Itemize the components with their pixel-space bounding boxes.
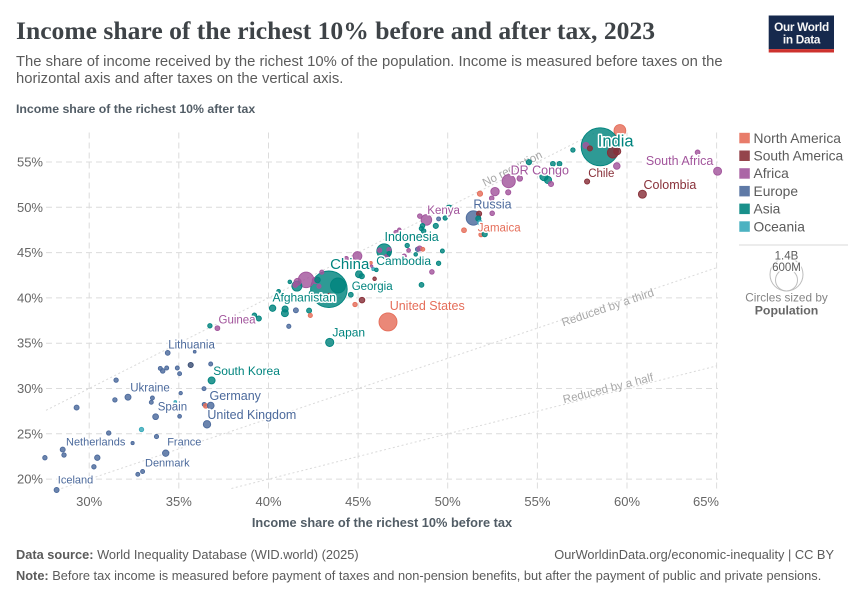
svg-text:Germany: Germany [210, 389, 262, 403]
svg-text:40%: 40% [17, 290, 43, 305]
svg-text:40%: 40% [255, 494, 281, 509]
svg-text:Income share of the richest 10: Income share of the richest 10% after ta… [16, 102, 255, 116]
svg-text:Indonesia: Indonesia [385, 230, 439, 244]
svg-text:DR Congo: DR Congo [511, 164, 569, 178]
svg-text:United States: United States [390, 299, 465, 313]
svg-text:Iceland: Iceland [58, 475, 93, 487]
svg-text:United Kingdom: United Kingdom [207, 408, 296, 422]
svg-text:Income share of the richest 10: Income share of the richest 10% before a… [16, 16, 655, 45]
svg-text:OurWorldinData.org/economic-in: OurWorldinData.org/economic-inequality |… [554, 547, 834, 562]
svg-text:35%: 35% [17, 336, 43, 351]
svg-text:600M: 600M [772, 262, 801, 274]
svg-text:Note: Before tax income is mea: Note: Before tax income is measured befo… [16, 568, 821, 583]
svg-text:Georgia: Georgia [352, 281, 394, 293]
svg-text:1.4B: 1.4B [775, 251, 799, 263]
svg-text:Kenya: Kenya [427, 205, 460, 217]
svg-text:horizontal axis and after taxe: horizontal axis and after taxes on the v… [16, 71, 343, 87]
svg-text:Japan: Japan [332, 326, 365, 340]
svg-text:50%: 50% [17, 200, 43, 215]
svg-text:20%: 20% [17, 472, 43, 487]
svg-text:Guinea: Guinea [219, 314, 257, 326]
svg-text:Africa: Africa [754, 166, 790, 181]
svg-text:Netherlands: Netherlands [66, 437, 126, 449]
svg-text:France: France [167, 437, 201, 449]
svg-text:45%: 45% [17, 245, 43, 260]
svg-text:55%: 55% [17, 155, 43, 170]
svg-text:Denmark: Denmark [145, 458, 190, 470]
svg-text:Spain: Spain [158, 402, 187, 414]
svg-text:Afghanistan: Afghanistan [273, 291, 336, 305]
svg-text:65%: 65% [693, 494, 719, 509]
svg-text:Cambodia: Cambodia [376, 254, 431, 268]
svg-text:Colombia: Colombia [644, 178, 697, 192]
svg-text:60%: 60% [614, 494, 640, 509]
svg-text:Oceania: Oceania [754, 219, 806, 234]
svg-text:Chile: Chile [588, 168, 614, 180]
svg-text:Lithuania: Lithuania [168, 340, 215, 352]
svg-text:Ukraine: Ukraine [130, 382, 170, 394]
svg-text:South Korea: South Korea [213, 364, 280, 378]
svg-text:Population: Population [755, 304, 819, 318]
svg-text:Jamaica: Jamaica [478, 223, 521, 235]
svg-text:Europe: Europe [754, 184, 799, 199]
svg-text:The share of income received b: The share of income received by the rich… [16, 54, 723, 70]
svg-text:Asia: Asia [754, 202, 781, 217]
svg-text:55%: 55% [524, 494, 550, 509]
svg-text:50%: 50% [435, 494, 461, 509]
svg-text:30%: 30% [76, 494, 102, 509]
svg-text:China: China [330, 256, 370, 273]
svg-text:North America: North America [754, 131, 842, 146]
svg-text:45%: 45% [345, 494, 371, 509]
svg-text:30%: 30% [17, 381, 43, 396]
svg-text:Data source: World Inequality: Data source: World Inequality Database (… [16, 547, 359, 562]
svg-text:Russia: Russia [473, 197, 511, 211]
svg-text:South America: South America [754, 149, 844, 164]
svg-text:Circles sized by: Circles sized by [745, 290, 828, 304]
svg-text:India: India [598, 132, 635, 150]
svg-text:Income share of the richest 10: Income share of the richest 10% before t… [252, 515, 513, 530]
svg-text:25%: 25% [17, 426, 43, 441]
svg-text:35%: 35% [166, 494, 192, 509]
svg-text:Our World: Our World [774, 20, 829, 34]
svg-text:in Data: in Data [783, 33, 821, 47]
svg-text:South Africa: South Africa [646, 154, 713, 168]
